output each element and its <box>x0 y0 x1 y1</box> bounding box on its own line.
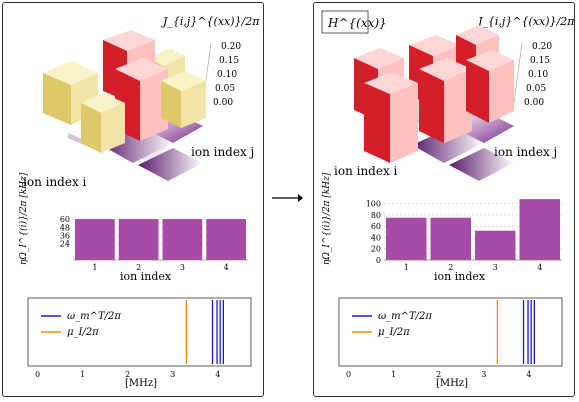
axis-j-label: ion index j <box>494 145 557 159</box>
freq-tick: 0 <box>346 370 351 379</box>
z-tick: 0.15 <box>219 56 239 66</box>
bar-ytick: 80 <box>371 211 381 220</box>
z-tick: 0.10 <box>528 70 548 80</box>
legend: ω_m^T/2π μ_I/2π <box>352 311 432 338</box>
bar-chart-xlabel: ion index <box>120 270 172 283</box>
z-axis-label: J_{i,j}^{(xx)}/2π [kHz] <box>161 15 263 28</box>
freq-tick: 1 <box>80 370 85 379</box>
bar <box>386 217 427 260</box>
left-panel: J_{i,j}^{(xx)}/2π [kHz] 0.20 0.15 0.10 0… <box>2 2 294 397</box>
bars <box>386 199 560 260</box>
freq-lines <box>496 300 535 364</box>
freq-xlabel: [MHz] <box>125 378 157 389</box>
freq-tick: 2 <box>125 370 130 379</box>
floor-tile <box>101 127 173 163</box>
right-panel: H^{(xx)} J_{i,j}^{(xx)}/2π [kHz] 0.20 0.… <box>313 2 579 397</box>
bar-yticks: 100 80 60 40 20 0 <box>366 200 381 265</box>
floor-tile <box>138 148 203 181</box>
z-tick: 0.20 <box>532 42 552 52</box>
bars <box>75 219 246 260</box>
bar <box>162 219 203 260</box>
bar-xtick: 2 <box>136 263 141 272</box>
bar-xtick: 3 <box>493 263 498 272</box>
matrix-bars <box>43 30 206 153</box>
z-tick: 0.15 <box>530 56 550 66</box>
freq-tick: 3 <box>481 370 486 379</box>
floor-tile <box>449 148 514 181</box>
right-arrow-icon <box>272 194 303 202</box>
legend: ω_m^T/2π μ_I/2π <box>41 311 121 338</box>
freq-tick: 2 <box>436 370 441 379</box>
freq-tick: 3 <box>170 370 175 379</box>
left-figure: J_{i,j}^{(xx)}/2π [kHz] 0.20 0.15 0.10 0… <box>18 15 294 389</box>
freq-ticks: 0 1 2 3 4 <box>35 370 221 379</box>
bar <box>75 219 115 260</box>
axis-i-label: ion index i <box>23 175 87 189</box>
bar <box>118 219 159 260</box>
bar-ytick: 24 <box>60 240 70 249</box>
bar-chart: ηΩ_I^{(i)}/2π [kHz] 100 80 60 40 20 0 1 2 3 4 io… <box>321 172 562 283</box>
freq-xlabel: [MHz] <box>436 378 468 389</box>
bar-ytick: 60 <box>371 222 381 231</box>
bar-chart-ylabel: ηΩ_I^{(i)}/2π [kHz] <box>18 172 29 265</box>
bar <box>206 219 246 260</box>
z-tick: 0.00 <box>213 98 233 108</box>
freq-tick: 4 <box>215 370 220 379</box>
matrix-bars <box>354 25 514 163</box>
bar-ytick: 48 <box>60 223 70 232</box>
right-figure: H^{(xx)} J_{i,j}^{(xx)}/2π [kHz] 0.20 0.… <box>321 10 579 389</box>
freq-lines <box>185 300 224 364</box>
frequency-plot: ω_m^T/2π μ_I/2π 0 1 2 3 4 [MHz] <box>338 297 563 389</box>
legend-mu: μ_I/2π <box>378 327 410 338</box>
bar-chart-xlabel: ion index <box>434 270 486 283</box>
bar-ytick: 100 <box>366 200 381 209</box>
bar-xtick: 1 <box>404 263 409 272</box>
bar-ytick: 0 <box>376 256 381 265</box>
floor-tile <box>412 127 484 163</box>
bar-xtick: 4 <box>224 263 229 272</box>
z-tick: 0.00 <box>524 98 544 108</box>
bar-xtick: 3 <box>180 263 185 272</box>
hamiltonian-label-box <box>321 10 369 34</box>
axis-i-label: ion index i <box>334 164 398 178</box>
hamiltonian-label: H^{(xx)} <box>327 16 387 30</box>
bar-xticks: 1 2 3 4 <box>92 263 228 272</box>
z-tick: 0.10 <box>217 70 237 80</box>
bar-ytick: 60 <box>60 215 70 224</box>
bar <box>519 199 560 260</box>
freq-tick: 4 <box>526 370 531 379</box>
bar-xticks: 1 2 3 4 <box>404 263 543 272</box>
bar-chart-ylabel: ηΩ_I^{(i)}/2π [kHz] <box>321 172 332 265</box>
floor-tile <box>452 111 514 143</box>
bar-xtick: 1 <box>92 263 97 272</box>
bar-xtick: 2 <box>448 263 453 272</box>
z-tick: 0.05 <box>215 84 235 94</box>
bar-ytick: 40 <box>371 233 381 242</box>
z-axis-ticks: 0.20 0.15 0.10 0.05 0.00 <box>213 42 241 108</box>
axis-j-label: ion index j <box>191 145 254 159</box>
z-tick: 0.20 <box>221 42 241 52</box>
bar <box>430 217 471 260</box>
freq-ticks: 0 1 2 3 4 <box>346 370 532 379</box>
legend-omega: ω_m^T/2π <box>378 311 432 322</box>
bar-ytick: 20 <box>371 245 381 254</box>
bar <box>475 230 516 260</box>
z-tick: 0.05 <box>526 84 546 94</box>
bar-ytick: 36 <box>60 231 70 240</box>
legend-mu: μ_I/2π <box>67 327 99 338</box>
frequency-plot: ω_m^T/2π μ_I/2π 0 1 2 3 4 [MHz] <box>27 297 252 389</box>
bar-xtick: 4 <box>537 263 542 272</box>
freq-tick: 1 <box>391 370 396 379</box>
legend-omega: ω_m^T/2π <box>67 311 121 322</box>
freq-tick: 0 <box>35 370 40 379</box>
z-axis-label: J_{i,j}^{(xx)}/2π [kHz] <box>476 15 574 28</box>
z-axis-ticks: 0.20 0.15 0.10 0.05 0.00 <box>524 42 552 108</box>
